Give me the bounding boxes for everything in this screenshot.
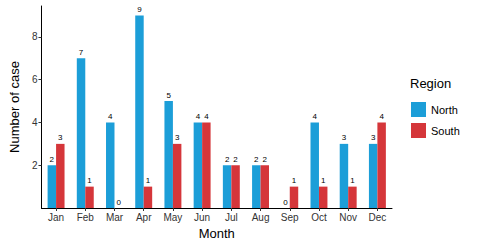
svg-text:2: 2 xyxy=(225,155,230,164)
svg-text:4: 4 xyxy=(108,112,113,121)
svg-text:North: North xyxy=(431,104,458,116)
svg-text:2: 2 xyxy=(233,155,238,164)
svg-text:Oct: Oct xyxy=(311,212,327,223)
svg-text:Month: Month xyxy=(199,226,235,241)
svg-text:1: 1 xyxy=(321,176,326,185)
svg-text:6: 6 xyxy=(32,74,38,85)
svg-text:May: May xyxy=(163,212,182,223)
svg-text:Aug: Aug xyxy=(252,212,270,223)
svg-text:0: 0 xyxy=(116,198,121,207)
svg-text:4: 4 xyxy=(379,112,384,121)
svg-text:3: 3 xyxy=(342,133,347,142)
svg-text:3: 3 xyxy=(175,133,180,142)
svg-text:1: 1 xyxy=(350,176,355,185)
svg-text:8: 8 xyxy=(32,31,38,42)
svg-text:Number of case: Number of case xyxy=(7,61,22,153)
svg-text:7: 7 xyxy=(79,48,84,57)
svg-text:Feb: Feb xyxy=(77,212,95,223)
svg-text:Apr: Apr xyxy=(136,212,152,223)
svg-text:2: 2 xyxy=(50,155,55,164)
svg-text:2: 2 xyxy=(254,155,259,164)
svg-text:1: 1 xyxy=(292,176,297,185)
svg-text:Jun: Jun xyxy=(194,212,210,223)
svg-text:1: 1 xyxy=(87,176,92,185)
svg-text:4: 4 xyxy=(196,112,201,121)
svg-text:0: 0 xyxy=(283,198,288,207)
svg-text:Jan: Jan xyxy=(48,212,64,223)
svg-text:3: 3 xyxy=(371,133,376,142)
svg-text:1: 1 xyxy=(146,176,151,185)
svg-text:Nov: Nov xyxy=(339,212,357,223)
svg-text:Mar: Mar xyxy=(106,212,124,223)
svg-text:4: 4 xyxy=(204,112,209,121)
svg-text:South: South xyxy=(431,125,460,137)
svg-text:4: 4 xyxy=(32,117,38,128)
svg-text:2: 2 xyxy=(32,160,38,171)
svg-text:3: 3 xyxy=(58,133,63,142)
svg-text:Region: Region xyxy=(410,76,451,91)
svg-text:2: 2 xyxy=(263,155,268,164)
svg-text:9: 9 xyxy=(137,5,142,14)
svg-text:Sep: Sep xyxy=(281,212,299,223)
svg-text:Dec: Dec xyxy=(368,212,386,223)
svg-text:5: 5 xyxy=(166,91,171,100)
svg-text:4: 4 xyxy=(313,112,318,121)
svg-text:Jul: Jul xyxy=(225,212,238,223)
